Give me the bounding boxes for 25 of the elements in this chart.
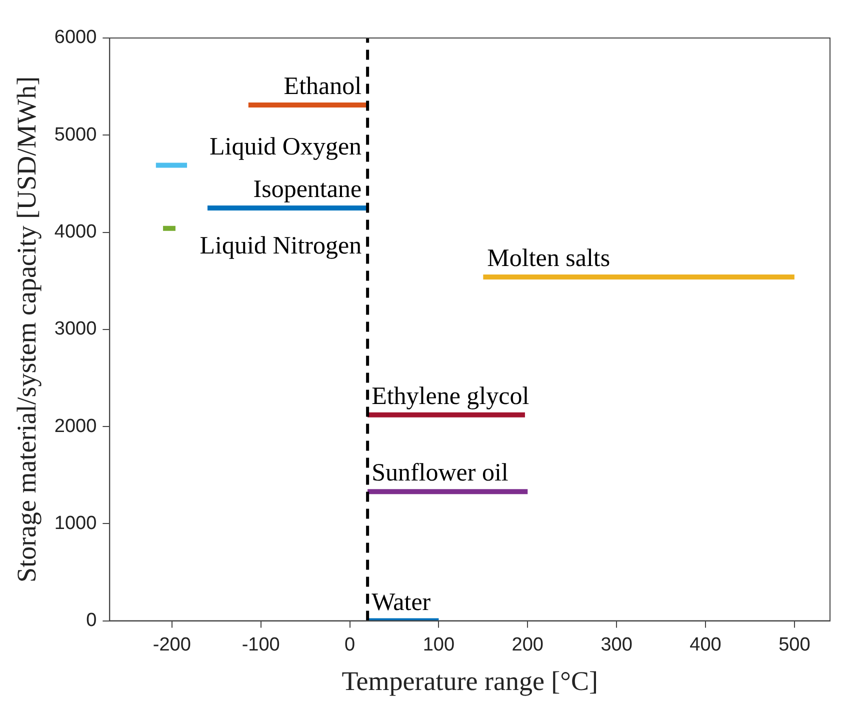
series-label: Molten salts (487, 245, 610, 272)
x-tick-label: 0 (344, 634, 356, 656)
y-tick-label: 6000 (54, 27, 97, 48)
series-label: Liquid Nitrogen (200, 232, 362, 260)
series-label: Liquid Oxygen (209, 133, 362, 160)
y-tick-label: 5000 (54, 124, 97, 146)
series-label: Isopentane (253, 176, 362, 204)
series-label: Ethylene glycol (372, 382, 530, 410)
series-label: Ethanol (284, 73, 362, 100)
x-tick-label: 500 (778, 634, 810, 656)
x-axis-title: Temperature range [°C] (342, 666, 598, 696)
x-tick-label: -100 (242, 634, 280, 656)
x-tick-label: 400 (690, 634, 722, 656)
y-tick-label: 2000 (54, 416, 97, 437)
x-tick-label: -200 (152, 634, 191, 656)
series-label: Water (372, 588, 432, 616)
x-tick-label: 300 (600, 634, 632, 656)
y-tick-label: 4000 (54, 222, 97, 242)
y-tick-label: 0 (86, 610, 97, 632)
series-label: Sunflower oil (372, 460, 508, 487)
x-tick-label: 200 (512, 634, 544, 656)
y-tick-label: 3000 (54, 318, 97, 340)
y-tick-label: 1000 (54, 512, 97, 534)
x-tick-label: 100 (422, 634, 455, 656)
y-axis-title: Storage material/system capacity [USD/MWh] (11, 76, 42, 582)
